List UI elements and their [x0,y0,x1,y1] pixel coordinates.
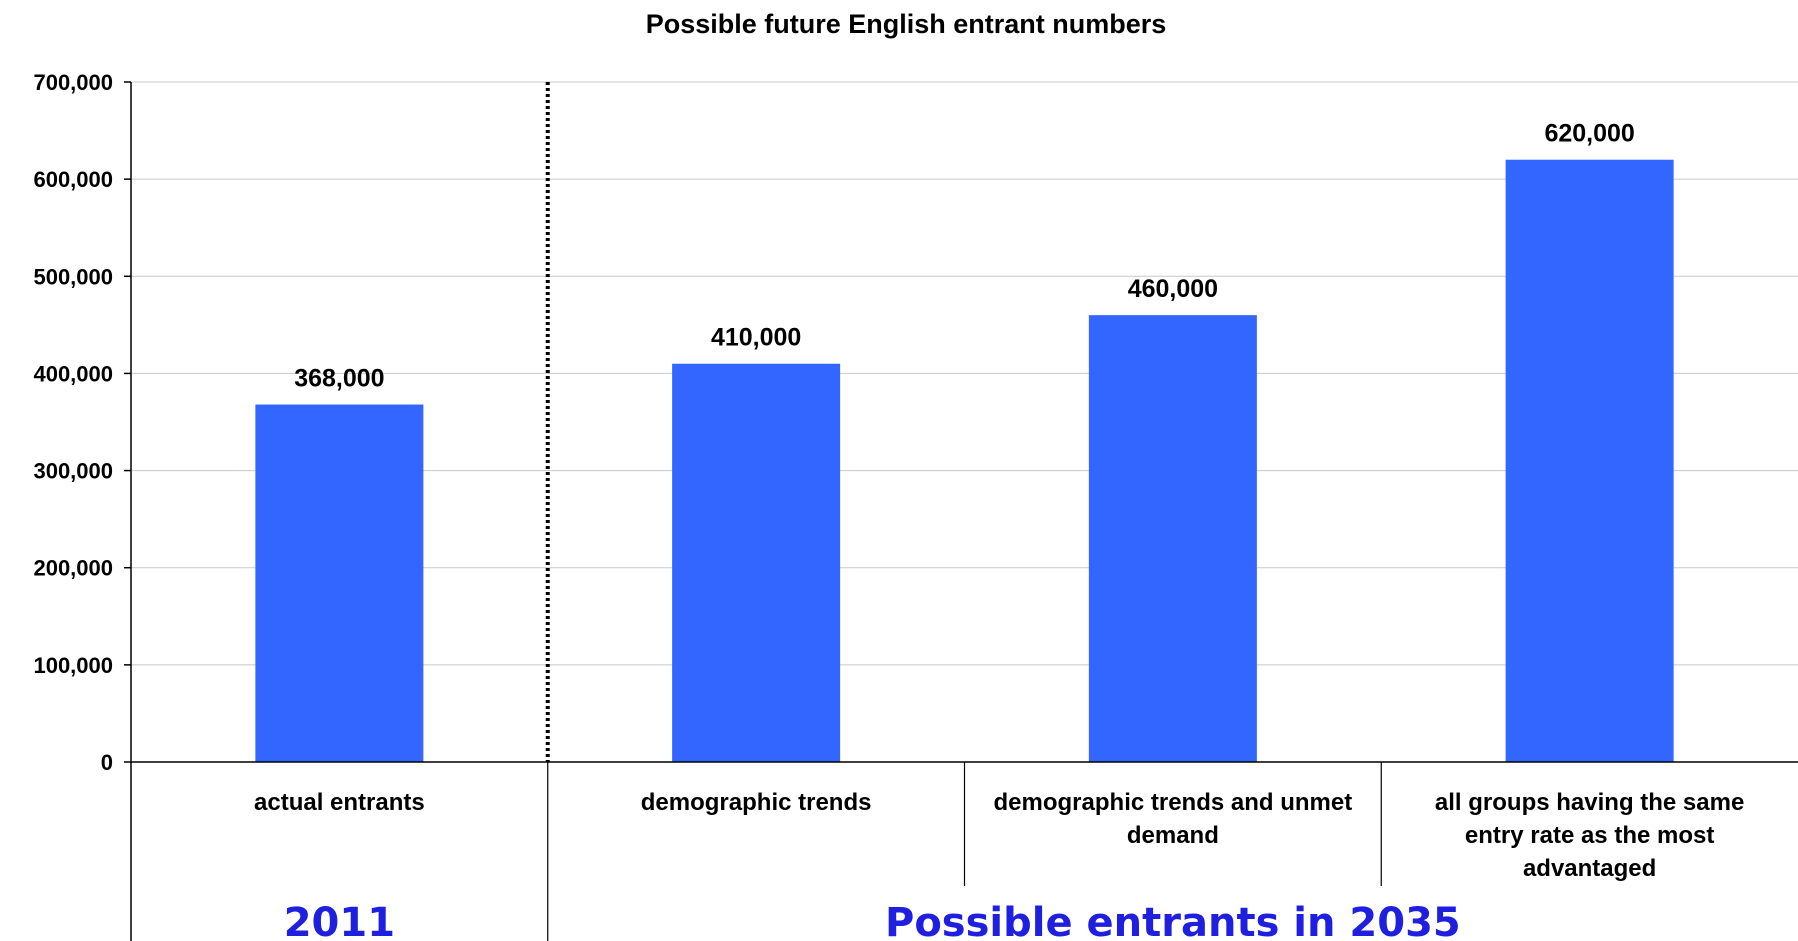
category-label: all groups having the same [1435,789,1744,816]
y-tick-label: 0 [101,750,113,775]
bar [672,363,841,762]
data-label: 620,000 [1544,120,1634,148]
bar [1505,159,1674,762]
y-tick-label: 100,000 [33,653,113,678]
bars [255,159,1674,762]
y-tick-label: 200,000 [33,556,113,581]
group-label: Possible entrants in 2035 [885,900,1461,941]
bar [1088,315,1257,762]
category-label: actual entrants [254,789,425,816]
category-label: demand [1127,822,1219,849]
axes [124,81,1798,941]
category-label: demographic trends [641,789,872,816]
category-label: entry rate as the most [1465,822,1714,849]
y-tick-label: 700,000 [33,70,113,95]
y-tick-label: 600,000 [33,167,113,192]
bar [255,404,424,762]
chart-title: Possible future English entrant numbers [646,9,1167,39]
data-label: 368,000 [294,365,384,393]
category-label: demographic trends and unmet [994,789,1353,816]
y-tick-label: 400,000 [33,361,113,386]
data-label: 460,000 [1128,275,1218,303]
data-label: 410,000 [711,324,801,352]
labels: 0 100,000 200,000 300,000 400,000 500,000 600,… [33,70,1744,941]
group-label: 2011 [284,900,395,941]
category-label: advantaged [1523,855,1656,882]
y-tick-label: 300,000 [33,459,113,484]
y-tick-label: 500,000 [33,264,113,289]
